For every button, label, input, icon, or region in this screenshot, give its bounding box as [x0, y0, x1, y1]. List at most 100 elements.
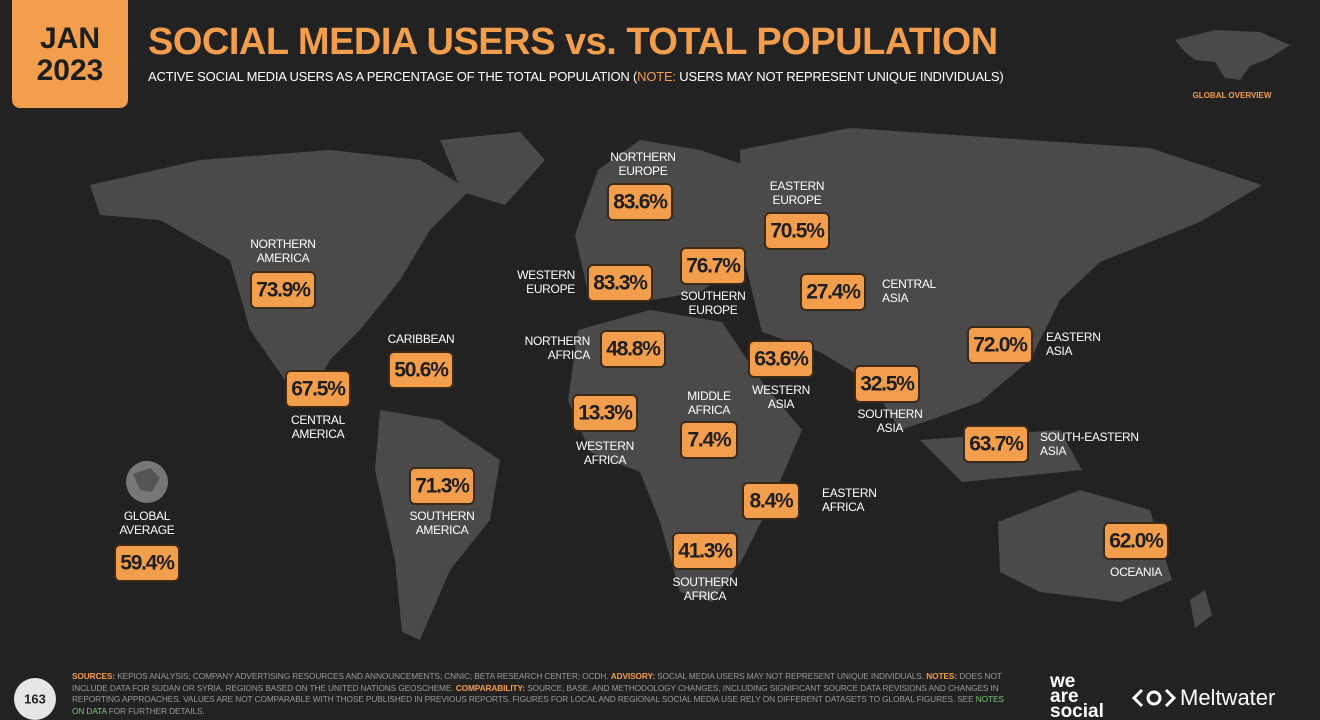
region-name: SOUTHERN [681, 289, 746, 303]
value-box [409, 467, 475, 505]
region-name: EASTERN [1046, 330, 1101, 344]
value-box [680, 247, 746, 285]
region-value: 63.6% [754, 348, 809, 371]
page-badge [14, 678, 56, 720]
region-value: 62.0% [1109, 530, 1164, 553]
overview-icon [1175, 30, 1290, 80]
value-box [600, 330, 666, 368]
value-box [854, 365, 920, 403]
region-name: CENTRAL [882, 277, 937, 291]
note-text: SOCIAL MEDIA USERS MAY NOT REPRESENT UNI… [654, 671, 927, 681]
region-name: NORTHERN [250, 237, 315, 251]
region-value: 70.5% [770, 220, 825, 243]
region-value: 71.3% [415, 475, 470, 498]
region-value: 72.0% [973, 334, 1028, 357]
region-name: MIDDLE [687, 389, 731, 403]
region-name: WESTERN [517, 268, 575, 282]
region-name: AMERICA [292, 427, 345, 441]
value-box [114, 544, 180, 582]
value-box [963, 425, 1029, 463]
region-name: AFRICA [688, 403, 731, 417]
subtitle-text: ACTIVE SOCIAL MEDIA USERS AS A PERCENTAG… [148, 69, 638, 84]
value-box [587, 264, 653, 302]
date-year: 2023 [37, 54, 104, 87]
date-month: JAN [40, 22, 100, 55]
region-value: 50.6% [394, 359, 449, 382]
value-box [742, 482, 800, 520]
region-name: AMERICA [257, 251, 310, 265]
region-name: SOUTHERN [858, 407, 923, 421]
region-name: EUROPE [773, 193, 822, 207]
region-value: 27.4% [806, 281, 861, 304]
value-box [967, 326, 1033, 364]
logo-we: we [1049, 671, 1075, 692]
region-name: CENTRAL [291, 413, 346, 427]
note-text: KEPIOS ANALYSIS; COMPANY ADVERTISING RES… [115, 671, 611, 681]
note-key: COMPARABILITY: [455, 682, 525, 693]
title: SOCIAL MEDIA USERS vs. TOTAL POPULATION [148, 21, 998, 63]
region-name: GLOBAL [124, 509, 171, 523]
region-name: AFRICA [822, 500, 865, 514]
region-name: EUROPE [619, 164, 668, 178]
region-name: AFRICA [584, 453, 627, 467]
note-link[interactable]: NOTES ON DATA [72, 694, 1004, 716]
value-box [1103, 522, 1169, 560]
date-box [12, 0, 128, 108]
region-value: 41.3% [678, 540, 733, 563]
region-name: ASIA [1040, 444, 1066, 458]
region-name: AFRICA [684, 589, 727, 603]
region-name: WESTERN [752, 383, 810, 397]
brand-icon [1131, 688, 1177, 708]
region-name: ASIA [1046, 344, 1072, 358]
region-value: 48.8% [606, 338, 661, 361]
value-box [572, 394, 638, 432]
value-box [800, 273, 866, 311]
region-name: WESTERN [576, 439, 634, 453]
region-name: AFRICA [548, 348, 591, 362]
region-name: EASTERN [770, 179, 825, 193]
value-box [764, 212, 830, 250]
region-value: 7.4% [687, 429, 732, 452]
page-number: 163 [24, 691, 46, 706]
value-box [680, 421, 738, 459]
logo-social: social [1050, 701, 1104, 720]
note-text: SOURCE, BASE, AND METHODOLOGY CHANGES, I… [72, 682, 999, 705]
watermarks [480, 396, 963, 512]
note-key: ADVISORY: [610, 671, 655, 681]
footer-notes: SOURCES: KEPIOS ANALYSIS; COMPANY ADVERT… [72, 671, 1007, 717]
region-name: SOUTHERN [410, 509, 475, 523]
value-box [672, 532, 738, 570]
region-value: 76.7% [686, 255, 741, 278]
region-value: 83.3% [593, 272, 648, 295]
region-value: 8.4% [749, 490, 794, 513]
value-box [250, 271, 316, 309]
region-name: NORTHERN [610, 150, 675, 164]
note-text: DOES NOT INCLUDE DATA FOR SUDAN OR SYRIA… [72, 671, 1002, 693]
note-text: FOR FURTHER DETAILS. [106, 705, 205, 716]
brand: Meltwater [1180, 685, 1275, 710]
region-name: AMERICA [416, 523, 469, 537]
region-name: EUROPE [689, 303, 738, 317]
region-name: ASIA [882, 291, 908, 305]
region-name: AVERAGE [119, 523, 174, 537]
badge: GLOBAL OVERVIEW [1193, 91, 1272, 100]
region-name: ASIA [768, 397, 794, 411]
value-box [748, 340, 814, 378]
region-name: SOUTH-EASTERN [1040, 430, 1139, 444]
global-icon [126, 461, 168, 503]
value-box [285, 370, 351, 408]
region-value: 83.6% [613, 191, 668, 214]
region-value: 73.9% [256, 279, 311, 302]
region-name: OCEANIA [1110, 565, 1162, 579]
logo-are: are [1050, 686, 1079, 707]
value-box [607, 183, 673, 221]
region-value: 63.7% [969, 433, 1024, 456]
region-name: NORTHERN [525, 334, 590, 348]
region-name: SOUTHERN [673, 575, 738, 589]
region-value: 67.5% [291, 378, 346, 401]
region-name: CARIBBEAN [388, 332, 455, 346]
region-name: ASIA [877, 421, 903, 435]
region-name: EUROPE [526, 282, 575, 296]
